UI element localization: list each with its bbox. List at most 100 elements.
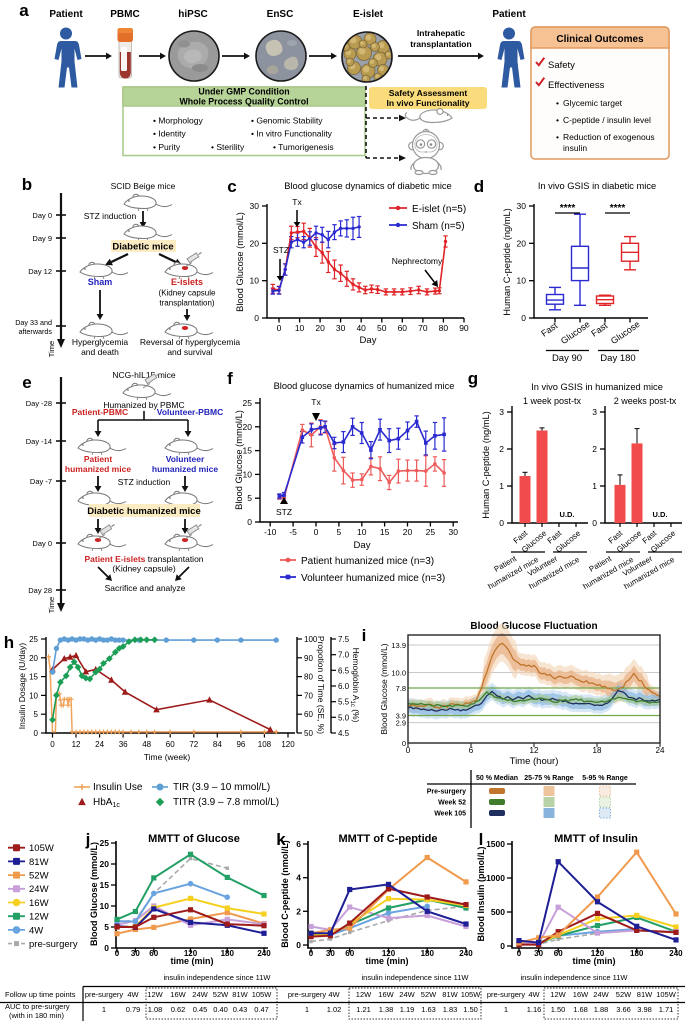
svg-text:and survival: and survival bbox=[167, 347, 212, 357]
svg-text:Whole Process Quality Control: Whole Process Quality Control bbox=[179, 97, 308, 107]
svg-text:f: f bbox=[227, 369, 233, 388]
svg-text:6: 6 bbox=[296, 839, 301, 849]
svg-text:Day 33 and: Day 33 and bbox=[15, 318, 52, 327]
svg-text:• Genomic Stability: • Genomic Stability bbox=[251, 116, 323, 126]
svg-text:Day -14: Day -14 bbox=[26, 437, 52, 446]
svg-text:0.43: 0.43 bbox=[233, 1005, 248, 1014]
svg-text:U.D.: U.D. bbox=[560, 510, 575, 519]
svg-text:25: 25 bbox=[100, 838, 110, 848]
svg-text:4.5: 4.5 bbox=[338, 729, 350, 738]
svg-text:7.5: 7.5 bbox=[338, 635, 350, 644]
svg-text:1.21: 1.21 bbox=[356, 1005, 371, 1014]
svg-text:30: 30 bbox=[250, 201, 260, 211]
svg-text:In vivo GSIS in diabetic mice: In vivo GSIS in diabetic mice bbox=[538, 181, 656, 191]
svg-text:1.08: 1.08 bbox=[148, 1005, 163, 1014]
svg-text:2.9: 2.9 bbox=[396, 719, 406, 728]
svg-text:10: 10 bbox=[100, 901, 110, 911]
svg-text:TIR (3.9 – 10 mmol/L): TIR (3.9 – 10 mmol/L) bbox=[173, 782, 270, 793]
svg-text:0: 0 bbox=[296, 940, 301, 950]
svg-text:16W: 16W bbox=[378, 990, 394, 999]
svg-text:Patient E-islets transplantati: Patient E-islets transplantation bbox=[84, 554, 203, 564]
svg-text:120: 120 bbox=[184, 949, 198, 958]
svg-text:0.47: 0.47 bbox=[254, 1005, 269, 1014]
svg-text:• In vitro Functionality: • In vitro Functionality bbox=[251, 129, 333, 139]
svg-text:Patient: Patient bbox=[49, 9, 83, 20]
svg-text:120: 120 bbox=[591, 949, 605, 958]
svg-text:Human C-peptide (ng/mL): Human C-peptide (ng/mL) bbox=[481, 411, 491, 518]
svg-text:In vivo Functionality: In vivo Functionality bbox=[386, 98, 469, 108]
svg-text:Under GMP Condition: Under GMP Condition bbox=[198, 87, 289, 97]
svg-text:Blood Insulin (pmol/L): Blood Insulin (pmol/L) bbox=[476, 847, 486, 942]
svg-text:48: 48 bbox=[142, 740, 151, 749]
svg-text:1.16: 1.16 bbox=[527, 1005, 542, 1014]
svg-text:0: 0 bbox=[406, 746, 411, 755]
svg-text:4W: 4W bbox=[127, 990, 139, 999]
svg-text:5.5: 5.5 bbox=[338, 698, 350, 707]
svg-text:1: 1 bbox=[305, 1005, 309, 1014]
svg-text:time (min): time (min) bbox=[170, 956, 213, 966]
svg-text:5: 5 bbox=[247, 493, 252, 503]
svg-text:0: 0 bbox=[521, 313, 526, 323]
svg-text:• Tumorigenesis: • Tumorigenesis bbox=[273, 142, 334, 152]
svg-text:EnSC: EnSC bbox=[267, 9, 294, 20]
svg-text:Time (hour): Time (hour) bbox=[510, 756, 559, 767]
svg-text:Sacrifice and analyze: Sacrifice and analyze bbox=[105, 583, 186, 593]
svg-text:180: 180 bbox=[421, 949, 435, 958]
svg-text:0: 0 bbox=[247, 517, 252, 527]
svg-text:1000: 1000 bbox=[486, 873, 505, 883]
svg-text:2: 2 bbox=[296, 906, 301, 916]
svg-text:6: 6 bbox=[469, 746, 474, 755]
svg-text:1: 1 bbox=[592, 481, 597, 491]
svg-text:25-75 % Range: 25-75 % Range bbox=[524, 775, 574, 782]
svg-text:0.62: 0.62 bbox=[171, 1005, 186, 1014]
svg-text:72: 72 bbox=[189, 740, 198, 749]
svg-text:-10: -10 bbox=[264, 527, 277, 537]
svg-text:insulin independence since 11W: insulin independence since 11W bbox=[520, 973, 628, 982]
svg-text:****: **** bbox=[610, 203, 626, 214]
svg-text:1.71: 1.71 bbox=[659, 1005, 674, 1014]
svg-text:10: 10 bbox=[295, 323, 305, 333]
svg-text:STZ: STZ bbox=[276, 507, 292, 517]
svg-text:C-peptide / insulin level: C-peptide / insulin level bbox=[563, 115, 651, 125]
svg-text:insulin independence since 11W: insulin independence since 11W bbox=[361, 973, 469, 982]
svg-text:81W: 81W bbox=[442, 990, 458, 999]
svg-text:16W: 16W bbox=[170, 990, 186, 999]
svg-text:NCG-hIL15 mice: NCG-hIL15 mice bbox=[112, 370, 176, 380]
svg-text:60: 60 bbox=[398, 323, 408, 333]
svg-text:transplantation: transplantation bbox=[410, 39, 471, 49]
svg-text:7.8: 7.8 bbox=[396, 684, 406, 693]
svg-text:Intrahepatic: Intrahepatic bbox=[417, 28, 465, 38]
svg-text:50: 50 bbox=[377, 323, 387, 333]
svg-text:Volunteer: Volunteer bbox=[166, 454, 205, 464]
svg-text:4W: 4W bbox=[528, 990, 540, 999]
svg-text:and death: and death bbox=[81, 347, 119, 357]
svg-text:Blood C-peptide (nmol/L): Blood C-peptide (nmol/L) bbox=[280, 840, 290, 947]
svg-text:Blood Glucose (mmol/L): Blood Glucose (mmol/L) bbox=[89, 842, 99, 946]
svg-text:time (min): time (min) bbox=[572, 956, 615, 966]
svg-text:240: 240 bbox=[459, 949, 473, 958]
svg-text:g: g bbox=[468, 369, 478, 388]
svg-text:pre-surgery: pre-surgery bbox=[85, 990, 124, 999]
svg-text:Propotion of Time (SE, %): Propotion of Time (SE, %) bbox=[316, 636, 326, 734]
svg-text:STZ: STZ bbox=[273, 245, 289, 255]
svg-text:Nephrectomy: Nephrectomy bbox=[392, 256, 443, 266]
svg-text:30: 30 bbox=[131, 949, 140, 958]
svg-text:AUC to pre-surgery: AUC to pre-surgery bbox=[5, 1002, 70, 1011]
svg-text:0: 0 bbox=[50, 740, 55, 749]
svg-text:Blood glucose dynamics of huma: Blood glucose dynamics of humanized mice bbox=[274, 381, 455, 391]
svg-text:108: 108 bbox=[258, 740, 272, 749]
svg-text:transplantation): transplantation) bbox=[159, 299, 214, 308]
svg-text:MMTT of C-peptide: MMTT of C-peptide bbox=[339, 833, 438, 845]
svg-text:15: 15 bbox=[100, 880, 110, 890]
svg-text:80: 80 bbox=[439, 323, 449, 333]
svg-text:1: 1 bbox=[499, 481, 504, 491]
svg-text:0: 0 bbox=[499, 518, 504, 528]
svg-text:pre-surgery: pre-surgery bbox=[288, 990, 327, 999]
svg-text:20: 20 bbox=[403, 527, 413, 537]
svg-text:24W: 24W bbox=[593, 990, 609, 999]
svg-text:4W: 4W bbox=[328, 990, 340, 999]
svg-text:U.D.: U.D. bbox=[653, 510, 668, 519]
svg-text:-5: -5 bbox=[289, 527, 297, 537]
svg-text:Time: Time bbox=[47, 597, 56, 613]
svg-text:pre-surgery: pre-surgery bbox=[29, 939, 78, 950]
